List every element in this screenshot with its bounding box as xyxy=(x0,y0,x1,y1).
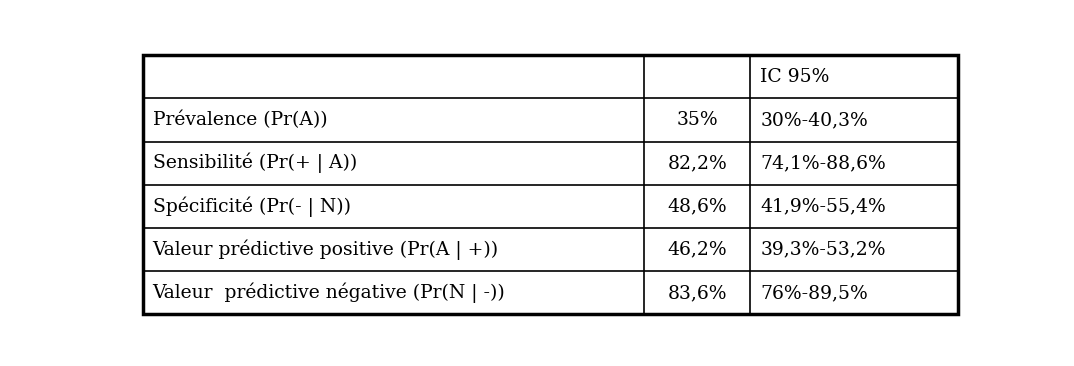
Text: 41,9%-55,4%: 41,9%-55,4% xyxy=(760,197,886,216)
Text: 48,6%: 48,6% xyxy=(667,197,727,216)
Text: 30%-40,3%: 30%-40,3% xyxy=(760,111,868,129)
Text: 39,3%-53,2%: 39,3%-53,2% xyxy=(760,241,886,259)
Text: Spécificité (Pr(- | N)): Spécificité (Pr(- | N)) xyxy=(153,196,350,217)
Text: 83,6%: 83,6% xyxy=(668,284,727,302)
Text: IC 95%: IC 95% xyxy=(760,68,829,86)
Text: Sensibilité (Pr(+ | A)): Sensibilité (Pr(+ | A)) xyxy=(153,153,357,173)
Text: Valeur prédictive positive (Pr(A | +)): Valeur prédictive positive (Pr(A | +)) xyxy=(153,239,498,260)
Text: Valeur  prédictive négative (Pr(N | -)): Valeur prédictive négative (Pr(N | -)) xyxy=(153,283,505,303)
Text: 82,2%: 82,2% xyxy=(667,154,727,172)
Text: 46,2%: 46,2% xyxy=(667,241,727,259)
Text: 35%: 35% xyxy=(677,111,719,129)
Text: Prévalence (Pr(A)): Prévalence (Pr(A)) xyxy=(153,111,328,129)
Text: 74,1%-88,6%: 74,1%-88,6% xyxy=(760,154,886,172)
Text: 76%-89,5%: 76%-89,5% xyxy=(760,284,868,302)
